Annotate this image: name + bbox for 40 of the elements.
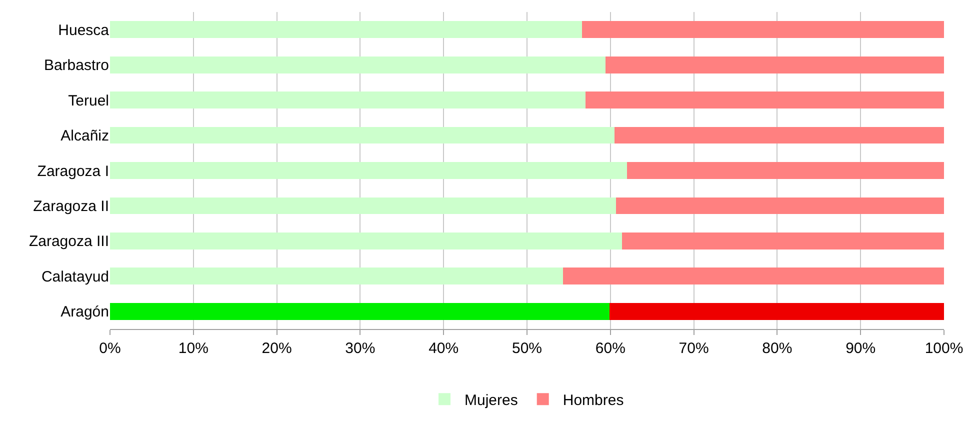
bar	[110, 302, 610, 320]
bar	[110, 56, 606, 74]
x-tick-label: 0%	[99, 340, 121, 357]
y-tick-label: Aragón	[60, 304, 109, 321]
x-tick-label: 80%	[762, 340, 792, 357]
y-tick-label: Teruel	[68, 92, 109, 110]
y-tick-label: Zaragoza I	[37, 162, 109, 180]
bar	[627, 162, 944, 179]
bar	[562, 268, 944, 285]
bar	[582, 21, 944, 38]
x-tick-label: 70%	[678, 340, 709, 357]
x-tick-label: 100%	[924, 340, 964, 357]
x-tick-label: 90%	[846, 340, 876, 357]
x-tick-label: 40%	[428, 340, 459, 357]
y-tick-label: Zaragoza III	[28, 233, 109, 250]
y-tick-label: Huesca	[58, 22, 110, 39]
bar	[585, 92, 944, 109]
bar	[110, 92, 586, 109]
x-tick-label: 20%	[262, 340, 292, 357]
bar	[110, 162, 628, 179]
bar	[616, 197, 944, 214]
bar	[110, 268, 563, 285]
bar	[110, 232, 622, 250]
y-tick-label: Alcañiz	[60, 128, 109, 145]
x-tick-label: 10%	[178, 340, 208, 357]
bar	[110, 126, 615, 144]
bar	[610, 302, 944, 320]
y-tick-label: Barbastro	[44, 57, 109, 74]
bar	[110, 197, 616, 214]
bar	[614, 126, 944, 144]
bar	[110, 21, 582, 38]
legend-label: Mujeres	[464, 392, 518, 409]
x-tick-label: 30%	[345, 340, 376, 357]
y-tick-label: Zaragoza II	[33, 198, 109, 215]
x-tick-label: 60%	[595, 340, 626, 357]
bar	[605, 56, 944, 74]
bar	[622, 232, 944, 250]
y-tick-label: Calatayud	[41, 268, 109, 286]
legend-label: Hombres	[562, 392, 624, 409]
x-tick-label: 50%	[512, 340, 542, 357]
